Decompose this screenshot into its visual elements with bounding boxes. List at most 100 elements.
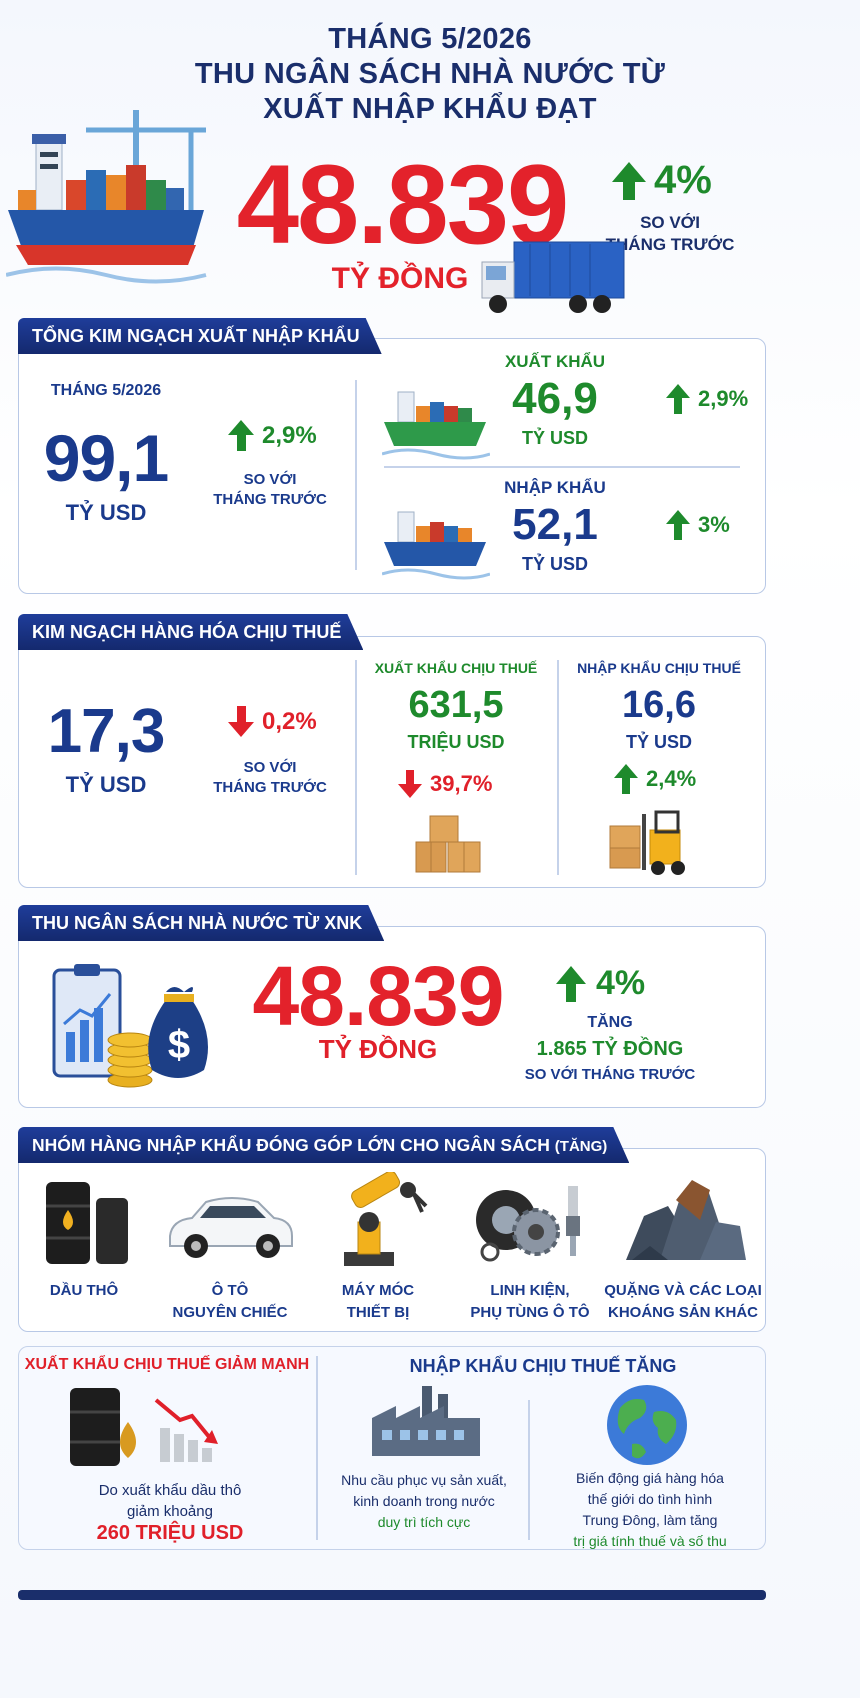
arrow-up-icon [556, 965, 586, 1002]
trade-compare-line-1: SO VỚI [243, 471, 297, 488]
taxable-export-label: XUẤT KHẨU CHỊU THUẾ [374, 660, 538, 676]
import-label: NHẬP KHẨU [504, 478, 606, 497]
boxes-icon [415, 815, 481, 873]
taxable-export-unit: TRIỆU USD [407, 732, 505, 752]
divider [557, 660, 559, 875]
notes-mid-line-3: duy trì tích cực [377, 1514, 471, 1530]
export-label: XUẤT KHẨU [504, 352, 606, 371]
globe-icon [607, 1385, 687, 1465]
trade-period: THÁNG 5/2026 [50, 382, 162, 399]
trade-tab: TỔNG KIM NGẠCH XUẤT NHẬP KHẨU [18, 318, 382, 354]
group-item-line-2: PHỤ TÙNG Ô TÔ [470, 1304, 590, 1321]
taxable-import-change: 2,4% [614, 764, 696, 794]
export-unit: TỶ USD [521, 428, 588, 448]
taxable-section [18, 636, 766, 888]
group-item-line-2: NGUYÊN CHIẾC [172, 1304, 288, 1321]
group-item-minerals: QUẶNG VÀ CÁC LOẠI KHOÁNG SẢN KHÁC [600, 1280, 766, 1324]
taxable-import-value: 16,6 [622, 684, 696, 726]
title-line-1: THÁNG 5/2026 [328, 23, 532, 55]
arrow-down-icon [398, 770, 422, 798]
notes-mid-line-2: kinh doanh trong nước [353, 1493, 495, 1509]
budget-tab: THU NGÂN SÁCH NHÀ NƯỚC TỪ XNK [18, 905, 384, 941]
taxable-tab: KIM NGẠCH HÀNG HÓA CHỊU THUẾ [18, 614, 363, 650]
notes-right-line-3: Trung Đông, làm tăng [582, 1512, 718, 1528]
title-line-3: XUẤT NHẬP KHẨU ĐẠT [263, 93, 597, 125]
taxable-total: 17,3 [47, 697, 166, 766]
notes-mid-line-1: Nhu cầu phục vụ sản xuất, [341, 1472, 507, 1488]
arrow-down-icon [228, 706, 254, 737]
budget-unit: TỶ ĐỒNG [318, 1034, 438, 1064]
trade-compare: SO VỚI THÁNG TRƯỚC [200, 470, 340, 510]
group-item-line-2: THIẾT BỊ [346, 1304, 410, 1321]
export-ship-icon [382, 391, 490, 460]
hero-change: 4% [612, 158, 712, 203]
arrow-up-icon [612, 161, 646, 200]
oil-decline-icon [70, 1388, 218, 1466]
export-change-value: 2,9% [698, 386, 749, 411]
groups-tab-label: NHÓM HÀNG NHẬP KHẨU ĐÓNG GÓP LỚN CHO NGÂ… [32, 1135, 550, 1155]
notes-right-line-1: Biến động giá hàng hóa [576, 1470, 724, 1486]
taxable-import-unit: TỶ USD [625, 732, 692, 752]
import-value: 52,1 [512, 500, 598, 549]
import-change-value: 3% [698, 512, 730, 537]
notes-right-line-4: trị giá tính thuế và số thu [573, 1533, 727, 1549]
group-item-line-1: MÁY MÓC [341, 1282, 415, 1299]
divider [384, 466, 740, 468]
title-line-2: THU NGÂN SÁCH NHÀ NƯỚC TỪ [194, 58, 666, 90]
divider [316, 1356, 318, 1540]
group-item-line-1: Ô TÔ [211, 1282, 249, 1299]
forklift-icon [609, 810, 685, 875]
trade-total-unit: TỶ USD [65, 500, 147, 525]
divider [528, 1400, 530, 1540]
import-ship-icon [382, 511, 490, 580]
import-change: 3% [666, 510, 730, 540]
hero-unit: TỶ ĐỒNG [331, 262, 469, 295]
budget-value: 48.839 [252, 949, 505, 1043]
group-item-line-1: QUẶNG VÀ CÁC LOẠI [604, 1282, 762, 1299]
trade-total-change-value: 2,9% [262, 421, 317, 449]
taxable-compare: SO VỚI THÁNG TRƯỚC [200, 758, 340, 798]
svg-text:$: $ [168, 1023, 190, 1067]
group-item-line-1: DẦU THÔ [49, 1282, 119, 1299]
taxable-total-change-value: 0,2% [262, 707, 317, 735]
robot-arm-icon [344, 1172, 428, 1266]
taxable-import-change-value: 2,4% [646, 766, 697, 791]
taxable-export-value: 631,5 [408, 684, 504, 726]
groups-tab-suffix: (TĂNG) [554, 1138, 608, 1155]
taxable-export-change-value: 39,7% [430, 771, 493, 796]
notes-right-line-2: thế giới do tình hình [587, 1491, 713, 1507]
taxable-import-label: NHẬP KHẨU CHỊU THUẾ [577, 660, 741, 676]
trade-compare-line-2: THÁNG TRƯỚC [213, 491, 327, 508]
hero-compare: SO VỚI THÁNG TRƯỚC [585, 212, 755, 256]
group-item-machinery: MÁY MÓC THIẾT BỊ [308, 1280, 448, 1324]
budget-change: 4% [556, 964, 645, 1003]
budget-compare: SO VỚI THÁNG TRƯỚC [524, 1066, 696, 1083]
trade-total: 99,1 [43, 421, 169, 495]
taxable-total-change: 0,2% [228, 706, 317, 737]
taxable-total-unit: TỶ USD [65, 772, 147, 797]
chart-money-bag-icon: $ [52, 964, 208, 1088]
group-item-line-1: LINH KIỆN, [490, 1282, 570, 1299]
notes-left-text: Do xuất khẩu dầu thô giảm khoảng [30, 1480, 310, 1522]
export-change: 2,9% [666, 384, 748, 414]
group-item-cars: Ô TÔ NGUYÊN CHIẾC [150, 1280, 310, 1324]
arrow-up-icon [228, 420, 254, 451]
arrow-up-icon [614, 764, 638, 794]
taxable-export-change: 39,7% [398, 770, 492, 798]
truck-icon [481, 241, 625, 313]
factory-icon [372, 1386, 480, 1456]
notes-right-title: NHẬP KHẨU CHỊU THUẾ TĂNG [409, 1356, 677, 1376]
hero-compare-line-1: SO VỚI [640, 213, 700, 232]
minerals-icon [626, 1180, 746, 1260]
taxable-compare-line-2: THÁNG TRƯỚC [213, 779, 327, 796]
hero-change-value: 4% [654, 158, 712, 202]
arrow-up-icon [666, 384, 690, 414]
notes-left-line-2: giảm khoảng [127, 1503, 213, 1520]
group-item-auto-parts: LINH KIỆN, PHỤ TÙNG Ô TÔ [450, 1280, 610, 1324]
arrow-up-icon [666, 510, 690, 540]
groups-tab: NHÓM HÀNG NHẬP KHẨU ĐÓNG GÓP LỚN CHO NGÂ… [18, 1127, 629, 1163]
footer-bar [18, 1590, 766, 1600]
notes-left-line-1: Do xuất khẩu dầu thô [98, 1482, 242, 1499]
notes-left-title: XUẤT KHẨU CHỊU THUẾ GIẢM MẠNH [24, 1356, 310, 1373]
group-item-crude-oil: DẦU THÔ [24, 1280, 144, 1302]
